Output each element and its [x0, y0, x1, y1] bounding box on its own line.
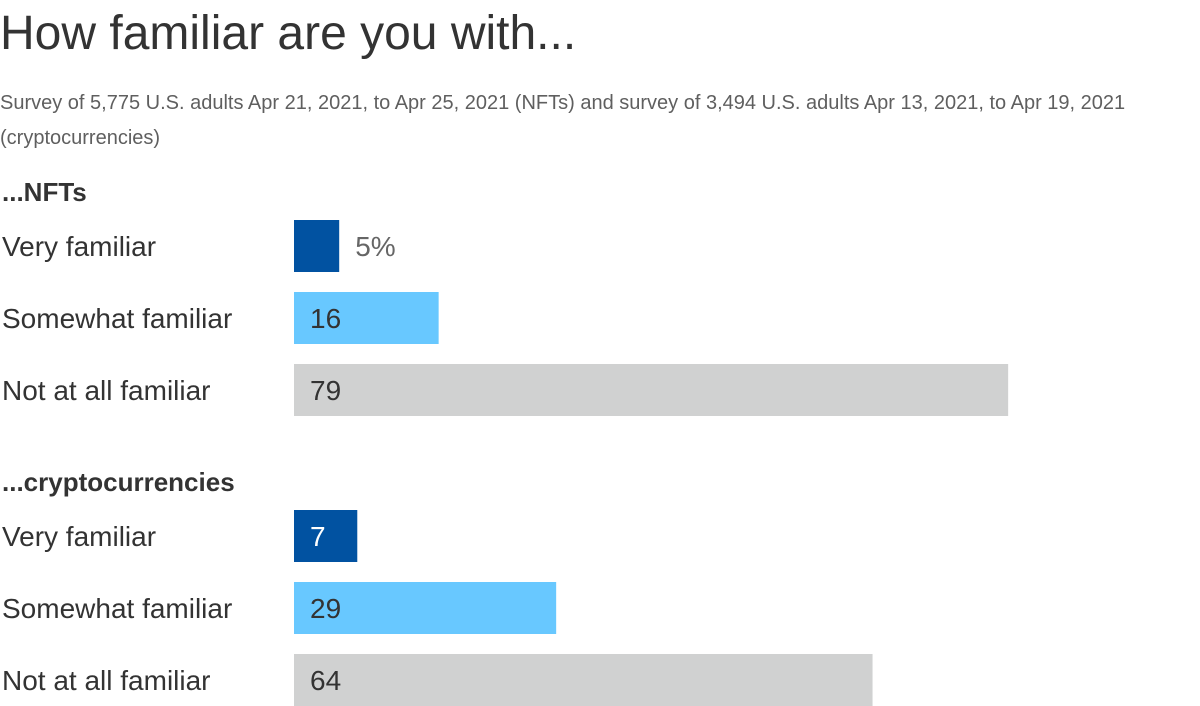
bar — [294, 292, 439, 344]
value-label: 64 — [310, 665, 341, 696]
category-label: Very familiar — [2, 521, 156, 552]
bar — [294, 654, 873, 706]
value-label: 16 — [310, 303, 341, 334]
category-label: Somewhat familiar — [2, 303, 232, 334]
category-label: Very familiar — [2, 231, 156, 262]
value-label: 29 — [310, 593, 341, 624]
group-header: ...cryptocurrencies — [2, 467, 235, 497]
group-header: ...NFTs — [2, 177, 87, 207]
bar — [294, 510, 358, 562]
bar — [294, 582, 557, 634]
category-label: Not at all familiar — [2, 375, 211, 406]
value-label: 5% — [355, 231, 395, 262]
chart-title: How familiar are you with... — [0, 7, 577, 60]
value-label: 7 — [310, 521, 326, 552]
bar — [294, 220, 340, 272]
value-label: 79 — [310, 375, 341, 406]
bar — [294, 364, 1009, 416]
category-label: Somewhat familiar — [2, 593, 232, 624]
category-label: Not at all familiar — [2, 665, 211, 696]
chart-subtitle: Survey of 5,775 U.S. adults Apr 21, 2021… — [0, 92, 1126, 149]
